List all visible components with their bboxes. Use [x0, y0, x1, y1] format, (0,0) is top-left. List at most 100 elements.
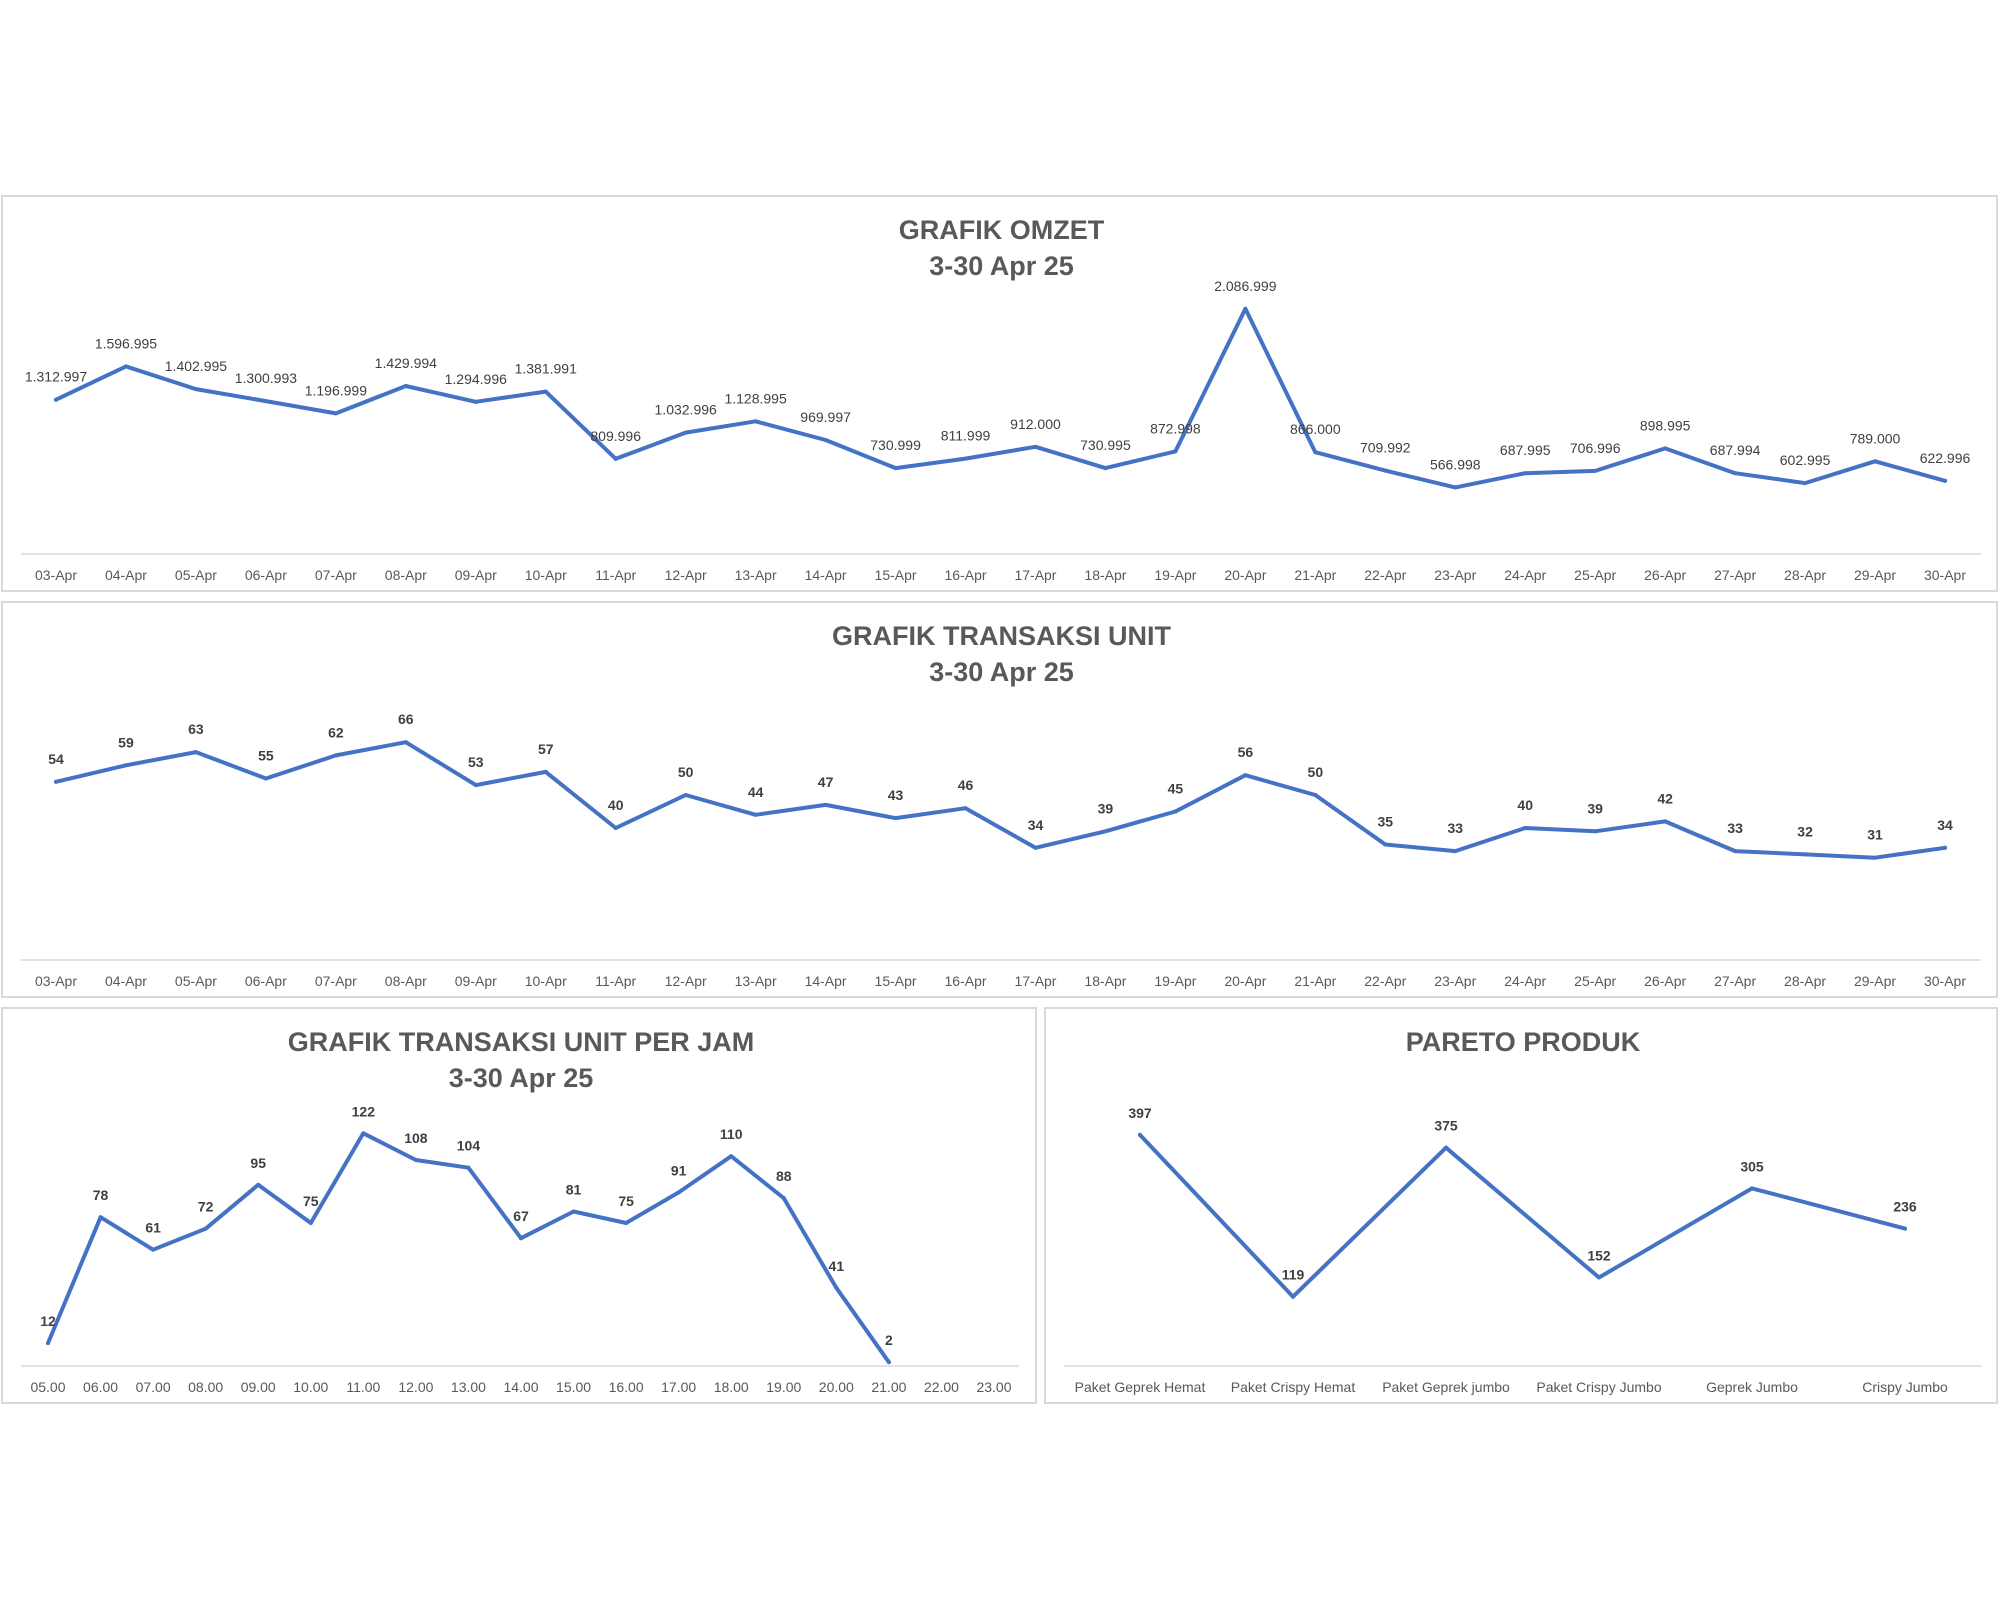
data-point: [823, 802, 828, 807]
x-tick-label: 16-Apr: [945, 973, 987, 989]
data-label: 898.995: [1640, 417, 1691, 433]
data-label: 110: [720, 1126, 743, 1142]
data-label: 66: [398, 711, 414, 727]
x-tick-label: 25-Apr: [1574, 973, 1616, 989]
data-label: 47: [818, 774, 834, 790]
x-tick-label: 27-Apr: [1714, 973, 1756, 989]
data-point: [543, 389, 548, 394]
chart-title: PARETO PRODUK: [1406, 1027, 1641, 1057]
data-point: [54, 397, 58, 402]
x-tick-label: 27-Apr: [1714, 567, 1756, 583]
data-label: 75: [618, 1193, 634, 1209]
data-label: 75: [303, 1193, 319, 1209]
data-label: 12: [40, 1313, 56, 1329]
x-tick-label: 28-Apr: [1784, 973, 1826, 989]
data-label: 78: [93, 1187, 109, 1203]
data-label: 63: [188, 721, 204, 737]
data-label: 81: [566, 1182, 582, 1198]
pareto-chart-panel: PARETO PRODUK Paket Geprek Hemat Paket Cri…: [1044, 1007, 1998, 1404]
data-point: [1453, 485, 1458, 490]
data-point: [1663, 819, 1668, 824]
x-tick-label: 09.00: [241, 1379, 276, 1395]
data-point: [1597, 1275, 1601, 1280]
data-point: [1593, 468, 1598, 473]
data-label: 709.992: [1360, 440, 1411, 456]
x-tick-label: 11-Apr: [595, 567, 636, 583]
chart-subtitle: 3-30 Apr 25: [929, 251, 1074, 281]
x-tick-label: 10-Apr: [525, 973, 567, 989]
x-tick-label: 05-Apr: [175, 567, 217, 583]
data-label: 622.996: [1920, 450, 1971, 466]
x-tick-label: 18-Apr: [1084, 567, 1126, 583]
x-tick-label: 05-Apr: [175, 973, 217, 989]
data-label: 56: [1238, 744, 1254, 760]
data-point: [683, 793, 688, 797]
x-tick-label: 14-Apr: [805, 567, 847, 583]
x-tick-label: 13-Apr: [735, 973, 777, 989]
x-tick-label: 17-Apr: [1014, 567, 1056, 583]
data-label: 35: [1378, 814, 1394, 830]
chart-title: GRAFIK TRANSAKSI UNIT: [832, 621, 1171, 651]
data-label: 2: [885, 1332, 893, 1348]
data-point: [1943, 478, 1947, 483]
data-label: 108: [404, 1130, 428, 1146]
x-tick-label: 18-Apr: [1084, 973, 1126, 989]
x-tick-label: 07-Apr: [315, 973, 357, 989]
data-label: 1.381.991: [515, 361, 577, 377]
data-label: 61: [145, 1220, 161, 1236]
data-label: 2.086.999: [1214, 278, 1276, 294]
data-label: 42: [1657, 790, 1673, 806]
x-tick-label: 06-Apr: [245, 567, 287, 583]
data-label: 122: [352, 1103, 376, 1119]
data-point: [519, 1236, 523, 1241]
x-tick-label: 04-Apr: [105, 973, 147, 989]
data-point: [263, 776, 268, 781]
data-label: 152: [1587, 1248, 1611, 1264]
x-tick-label: 04-Apr: [105, 567, 147, 583]
x-tick-label: 20-Apr: [1224, 973, 1266, 989]
data-point: [203, 1226, 208, 1231]
data-label: 55: [258, 748, 274, 764]
data-label: 39: [1098, 800, 1114, 816]
data-point: [834, 1285, 839, 1290]
x-tick-label: 17-Apr: [1014, 973, 1056, 989]
data-point: [1313, 793, 1318, 797]
x-tick-label: Paket Geprek Hemat: [1075, 1379, 1206, 1395]
x-tick-label: 06-Apr: [245, 973, 287, 989]
data-label: 305: [1740, 1158, 1764, 1174]
data-label: 1.402.995: [165, 358, 227, 374]
data-label: 46: [958, 777, 974, 793]
data-point: [571, 1209, 576, 1214]
data-point: [1383, 842, 1388, 847]
data-point: [1313, 450, 1318, 455]
data-point: [1750, 1186, 1754, 1191]
data-label: 1.596.995: [95, 335, 157, 351]
data-label: 41: [829, 1258, 845, 1274]
data-label: 33: [1727, 820, 1743, 836]
x-tick-label: 23-Apr: [1434, 567, 1476, 583]
chart-subtitle: 3-30 Apr 25: [929, 657, 1074, 687]
x-tick-label: 22-Apr: [1364, 567, 1406, 583]
data-point: [193, 387, 198, 392]
x-tick-label: 28-Apr: [1784, 567, 1826, 583]
data-point: [123, 364, 128, 369]
x-tick-label: 23.00: [976, 1379, 1011, 1395]
data-label: 1.312.997: [25, 369, 87, 385]
data-label: 1.032.996: [655, 402, 717, 418]
data-point: [1903, 1226, 1907, 1231]
data-point: [1444, 1145, 1448, 1150]
x-tick-label: 19-Apr: [1154, 973, 1196, 989]
data-point: [753, 812, 758, 817]
data-label: 50: [678, 764, 694, 780]
data-point: [1803, 852, 1808, 857]
data-point: [1243, 306, 1248, 311]
x-tick-label: 06.00: [83, 1379, 118, 1395]
data-point: [151, 1247, 156, 1252]
data-point: [54, 779, 58, 784]
data-label: 912.000: [1010, 416, 1061, 432]
data-point: [98, 1215, 103, 1220]
data-point: [729, 1154, 734, 1159]
x-tick-label: 03-Apr: [35, 567, 77, 583]
x-tick-label: 20-Apr: [1224, 567, 1266, 583]
x-tick-label: 16-Apr: [945, 567, 987, 583]
